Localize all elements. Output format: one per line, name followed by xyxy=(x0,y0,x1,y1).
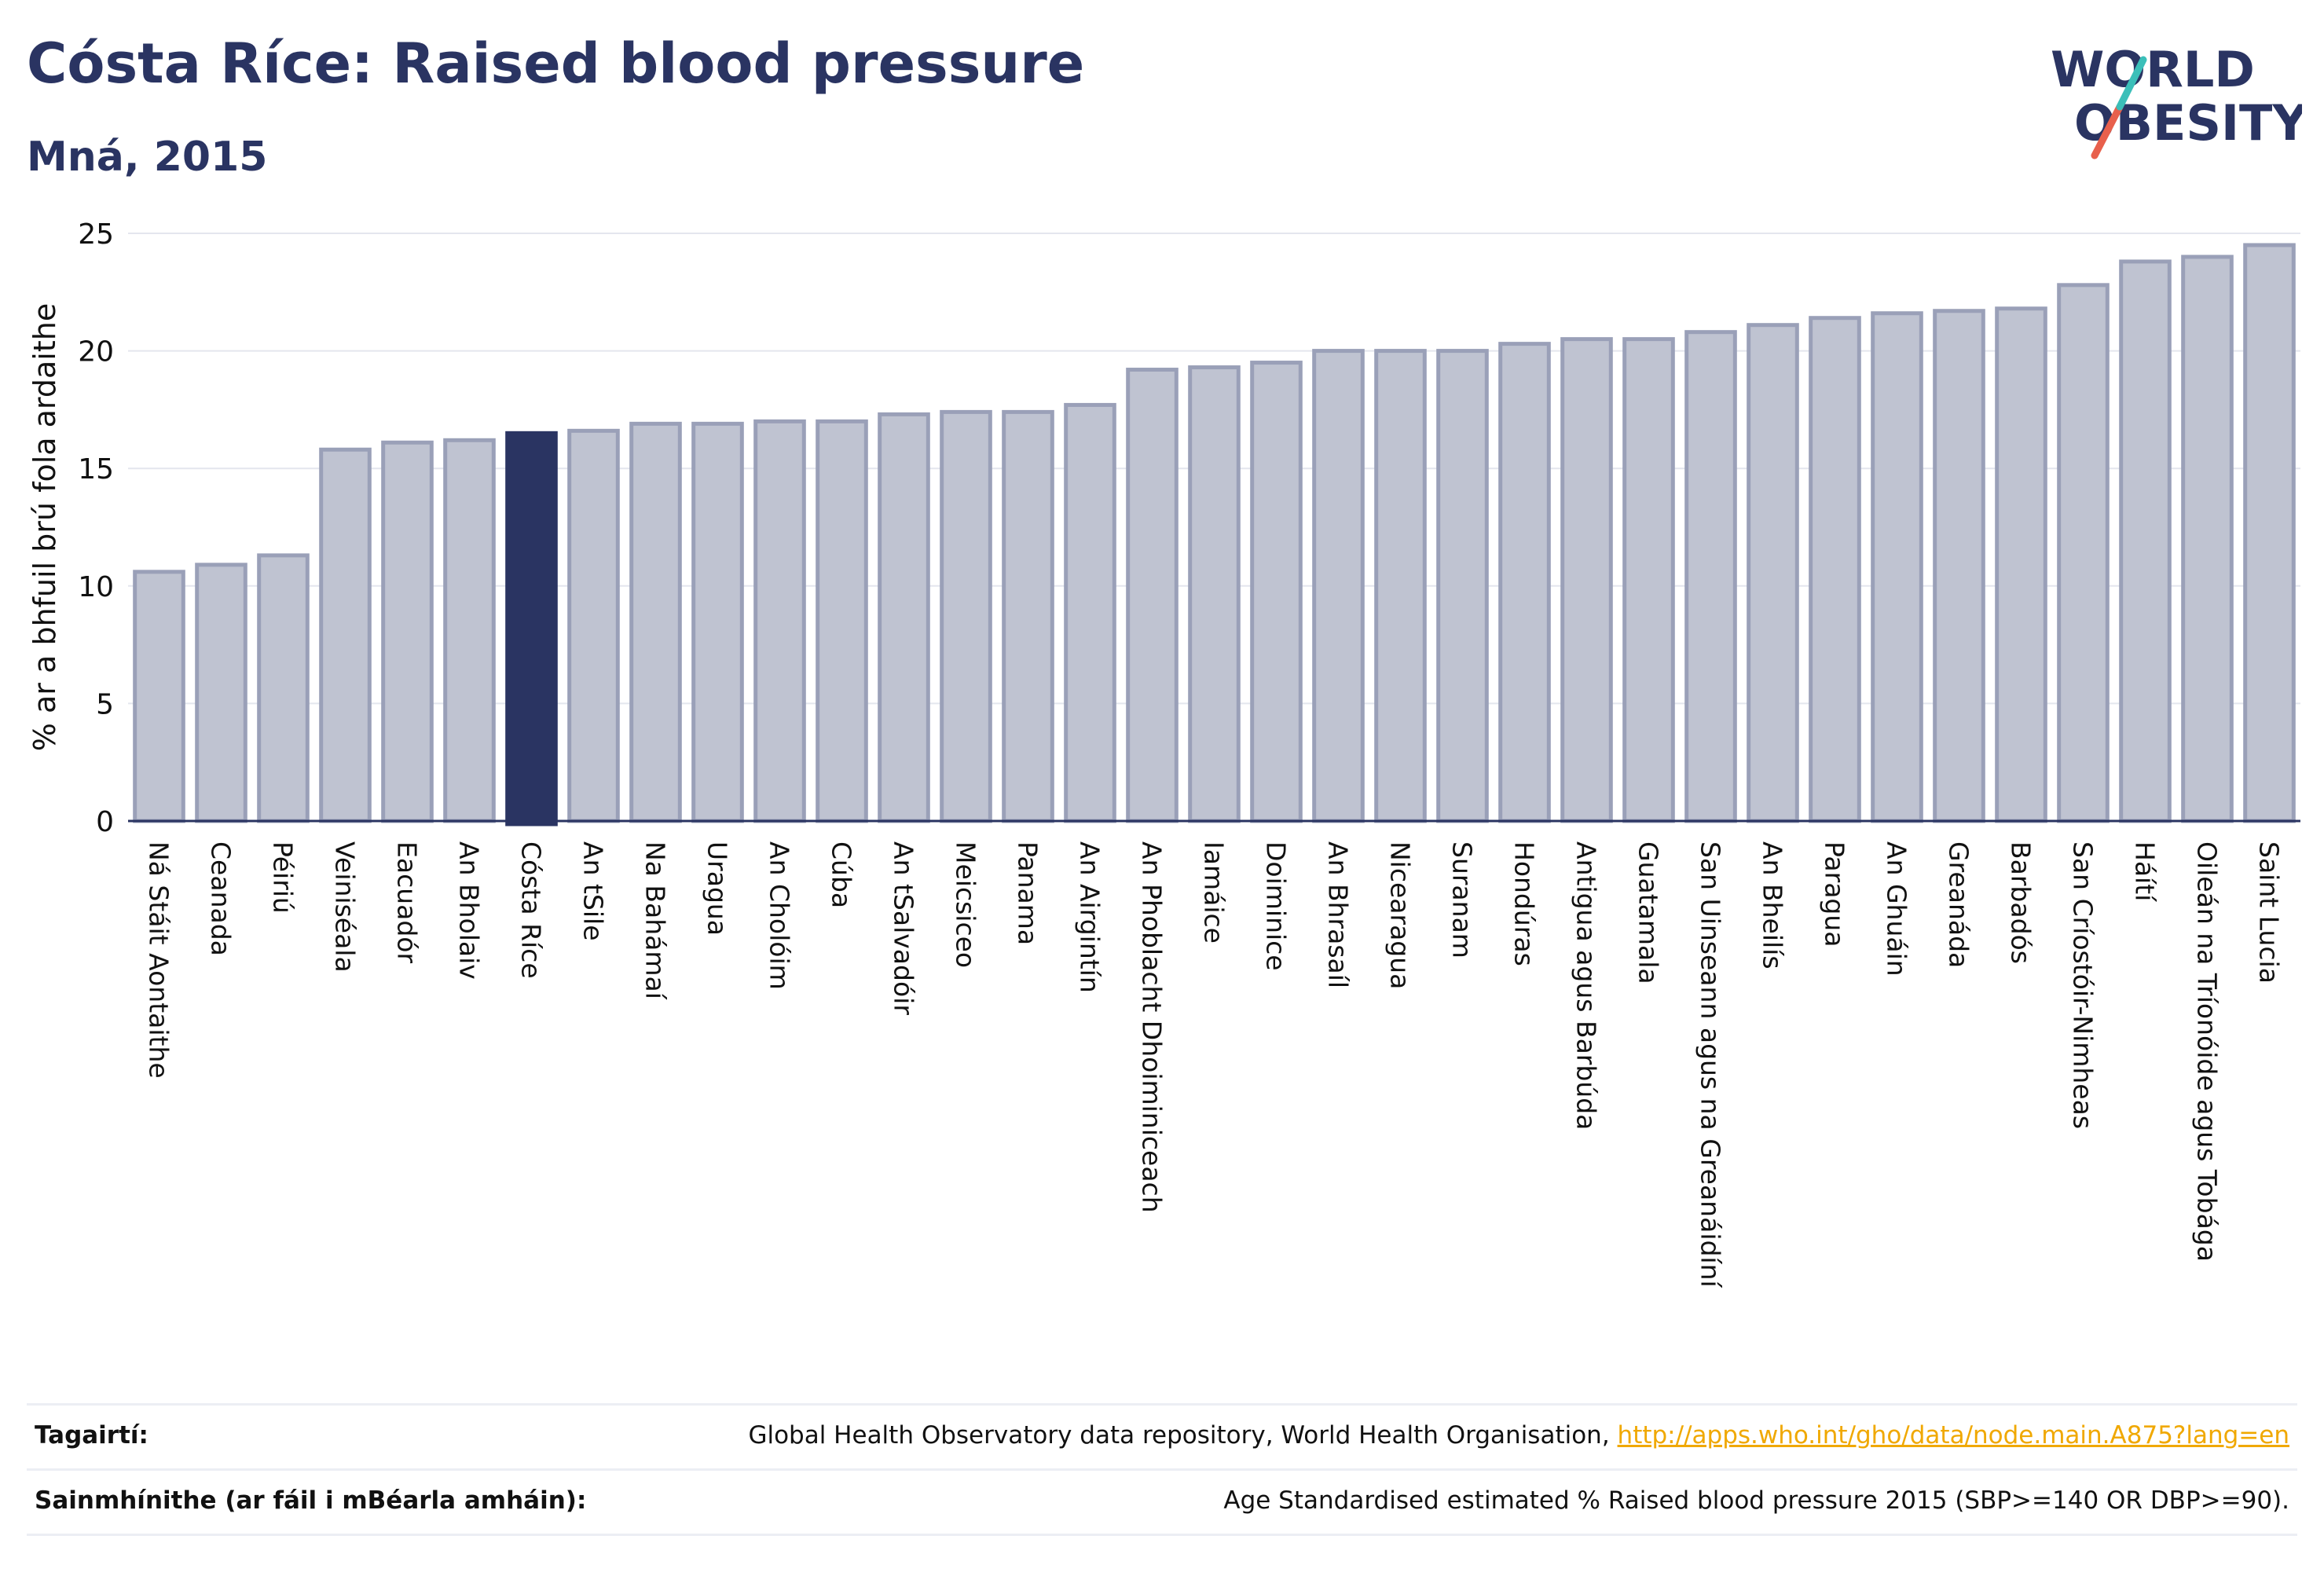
x-tick-label: San Uinseann agus na Greanáidíní xyxy=(1695,841,1726,1289)
x-tick-label: An Airgintín xyxy=(1075,841,1105,993)
bar xyxy=(878,412,930,823)
y-tick-label: 10 xyxy=(78,571,114,603)
x-tick-label: An Ghuáin xyxy=(1882,841,1912,977)
bar xyxy=(1064,402,1116,823)
bar-highlight xyxy=(505,431,558,826)
x-tick-label: Meicsiceo xyxy=(951,841,981,968)
logo-line1: WORLD xyxy=(2051,41,2255,98)
bar xyxy=(1809,316,1861,823)
x-tick-label: Ná Stáit Aontaithe xyxy=(144,841,174,1079)
bar xyxy=(1126,368,1178,823)
chart-subtitle: Mná, 2015 xyxy=(27,134,268,181)
bar xyxy=(1684,330,1737,823)
bar xyxy=(2181,255,2234,823)
bar xyxy=(1312,349,1365,823)
x-tick-label: Háítí xyxy=(2130,841,2161,903)
bar xyxy=(1933,309,1985,823)
bar xyxy=(2243,243,2296,823)
x-tick-label: Na Bahámaí xyxy=(640,841,671,1001)
x-tick-label: Doiminice xyxy=(1261,841,1292,971)
bar xyxy=(1374,349,1427,823)
x-tick-label: Cúba xyxy=(827,841,857,908)
bar xyxy=(691,421,744,823)
y-tick-labels: 0 5 10 15 20 25 xyxy=(78,218,114,838)
bar xyxy=(1622,337,1675,823)
x-tick-label: Panama xyxy=(1013,841,1043,945)
x-tick-label: Paragua xyxy=(1820,841,1850,947)
bar xyxy=(567,428,620,823)
x-tick-label: Guatamala xyxy=(1633,841,1664,984)
x-tick-label: Barbadós xyxy=(2006,841,2036,964)
references-label: Tagairtí: xyxy=(35,1421,148,1450)
y-tick-label: 5 xyxy=(96,688,114,720)
x-tick-label: An Bholaiv xyxy=(454,841,485,980)
bar xyxy=(1747,323,1799,823)
x-tick-label: Veiniséala xyxy=(330,841,361,973)
references-text: Global Health Observatory data repositor… xyxy=(748,1421,1618,1450)
y-axis-label: % ar a bhfuil brú fola ardaithe xyxy=(27,303,62,751)
x-tick-label: Suranam xyxy=(1447,841,1478,958)
bar xyxy=(2119,259,2172,823)
x-tick-label: Cósta Ríce xyxy=(516,841,547,979)
bar xyxy=(133,570,185,823)
bar xyxy=(1188,365,1241,823)
x-tick-label: Péiriú xyxy=(268,841,299,914)
x-tick-label: Eacuadór xyxy=(392,841,423,963)
bar xyxy=(195,563,247,823)
x-tick-label: Uragua xyxy=(702,841,733,936)
x-tick-label: San Críostóir-Nimheas xyxy=(2068,841,2099,1129)
bar xyxy=(1995,306,2047,823)
footer: Tagairtí: Global Health Observatory data… xyxy=(27,1403,2297,1536)
y-tick-label: 0 xyxy=(96,806,114,838)
definitions-text: Age Standardised estimated % Raised bloo… xyxy=(1223,1486,2289,1515)
y-tick-label: 20 xyxy=(78,336,114,368)
bar xyxy=(1250,361,1303,823)
bar xyxy=(816,419,868,823)
bar xyxy=(443,438,496,823)
definitions-label: Sainmhínithe (ar fáil i mBéarla amháin): xyxy=(35,1486,587,1515)
bar xyxy=(629,421,682,823)
x-tick-label: An Phoblacht Dhoiminiceach xyxy=(1137,841,1167,1213)
definitions-row: Sainmhínithe (ar fáil i mBéarla amháin):… xyxy=(27,1468,2297,1534)
world-obesity-logo: WORLD OBESITY xyxy=(2051,41,2302,159)
x-tick-label: Hondúras xyxy=(1509,841,1540,966)
bar xyxy=(1498,342,1551,823)
x-tick-label: Saint Lucia xyxy=(2254,841,2285,984)
chart-title: Cósta Ríce: Raised blood pressure xyxy=(27,31,1085,96)
bars xyxy=(133,243,2296,826)
bar xyxy=(257,553,310,823)
x-tick-label: Oileán na Tríonóide agus Tobága xyxy=(2192,841,2223,1262)
references-value: Global Health Observatory data repositor… xyxy=(748,1421,2289,1450)
x-tick-label: Iamáice xyxy=(1199,841,1230,944)
bar-chart: 0 5 10 15 20 25 Ná Stáit Aontaithe Ceanada Péir… xyxy=(27,218,2300,1289)
x-tick-label: An tSile xyxy=(578,841,609,941)
x-tick-label: An Cholóim xyxy=(764,841,795,990)
x-tick-label: Ceanada xyxy=(206,841,236,956)
x-tick-label: An tSalvadóir xyxy=(889,841,919,1015)
x-tick-label: Antigua agus Barbúda xyxy=(1571,841,1602,1130)
references-row: Tagairtí: Global Health Observatory data… xyxy=(27,1403,2297,1468)
x-tick-label: An Bheilís xyxy=(1758,841,1788,969)
bar xyxy=(1436,349,1489,823)
y-tick-label: 15 xyxy=(78,453,114,486)
y-tick-label: 25 xyxy=(78,218,114,251)
x-tick-label: Greanáda xyxy=(1944,841,1974,968)
x-tick-labels: Ná Stáit Aontaithe Ceanada Péiriú Veiniséal… xyxy=(144,841,2285,1289)
x-tick-label: Nicearagua xyxy=(1385,841,1416,989)
bar xyxy=(2057,283,2110,823)
bar xyxy=(940,409,992,823)
bar xyxy=(1871,311,1923,823)
bar xyxy=(753,419,806,823)
bar xyxy=(381,440,434,823)
x-tick-label: An Bhrasaíl xyxy=(1323,841,1354,988)
references-link[interactable]: http://apps.who.int/gho/data/node.main.A… xyxy=(1617,1421,2289,1450)
bar xyxy=(1002,409,1054,823)
bar xyxy=(319,447,372,823)
bar xyxy=(1560,337,1613,823)
